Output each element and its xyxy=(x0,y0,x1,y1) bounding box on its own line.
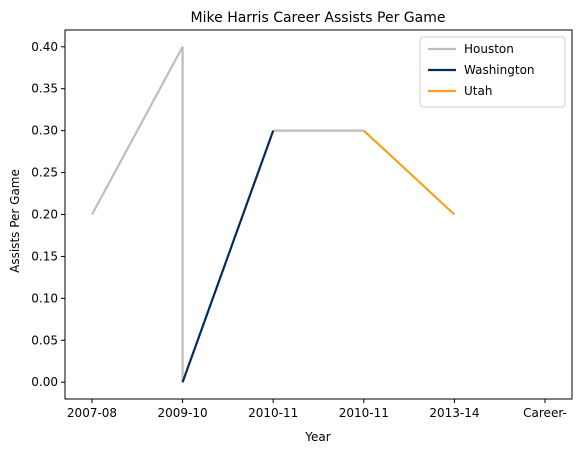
legend-label: Washington xyxy=(464,63,535,77)
series-line-utah xyxy=(363,129,456,216)
legend-label: Utah xyxy=(464,84,492,98)
x-axis-label: Year xyxy=(304,430,330,444)
y-tick-label: 0.05 xyxy=(31,333,58,347)
x-tick-label: 2013-14 xyxy=(429,406,479,420)
series-line-washington xyxy=(181,130,275,383)
series-line-houston xyxy=(91,46,184,383)
x-tick-label: 2007-08 xyxy=(67,406,117,420)
x-tick-label: Career- xyxy=(523,406,567,420)
legend-box xyxy=(419,36,566,108)
x-tick-label: 2010-11 xyxy=(248,406,298,420)
y-tick-label: 0.40 xyxy=(31,40,58,54)
y-tick-label: 0.20 xyxy=(31,208,58,222)
x-tick-label: 2009-10 xyxy=(158,406,208,420)
y-tick-label: 0.35 xyxy=(31,82,58,96)
y-tick-label: 0.25 xyxy=(31,166,58,180)
y-tick-label: 0.15 xyxy=(31,249,58,263)
legend: Houston Washington Utah xyxy=(419,36,566,108)
y-axis-label: Assists Per Game xyxy=(8,169,22,273)
chart-title: Mike Harris Career Assists Per Game xyxy=(191,10,446,26)
y-tick-label: 0.00 xyxy=(31,375,58,389)
plot-frame xyxy=(64,29,573,400)
axis-ticks: 0.00 0.05 0.10 0.15 0.20 0.25 0.30 0.35 0.40 2007… xyxy=(31,40,567,420)
x-tick-label: 2010-11 xyxy=(339,406,389,420)
y-tick-label: 0.30 xyxy=(31,124,58,138)
legend-label: Houston xyxy=(464,42,514,56)
series-lines xyxy=(91,46,456,383)
y-tick-label: 0.10 xyxy=(31,291,58,305)
